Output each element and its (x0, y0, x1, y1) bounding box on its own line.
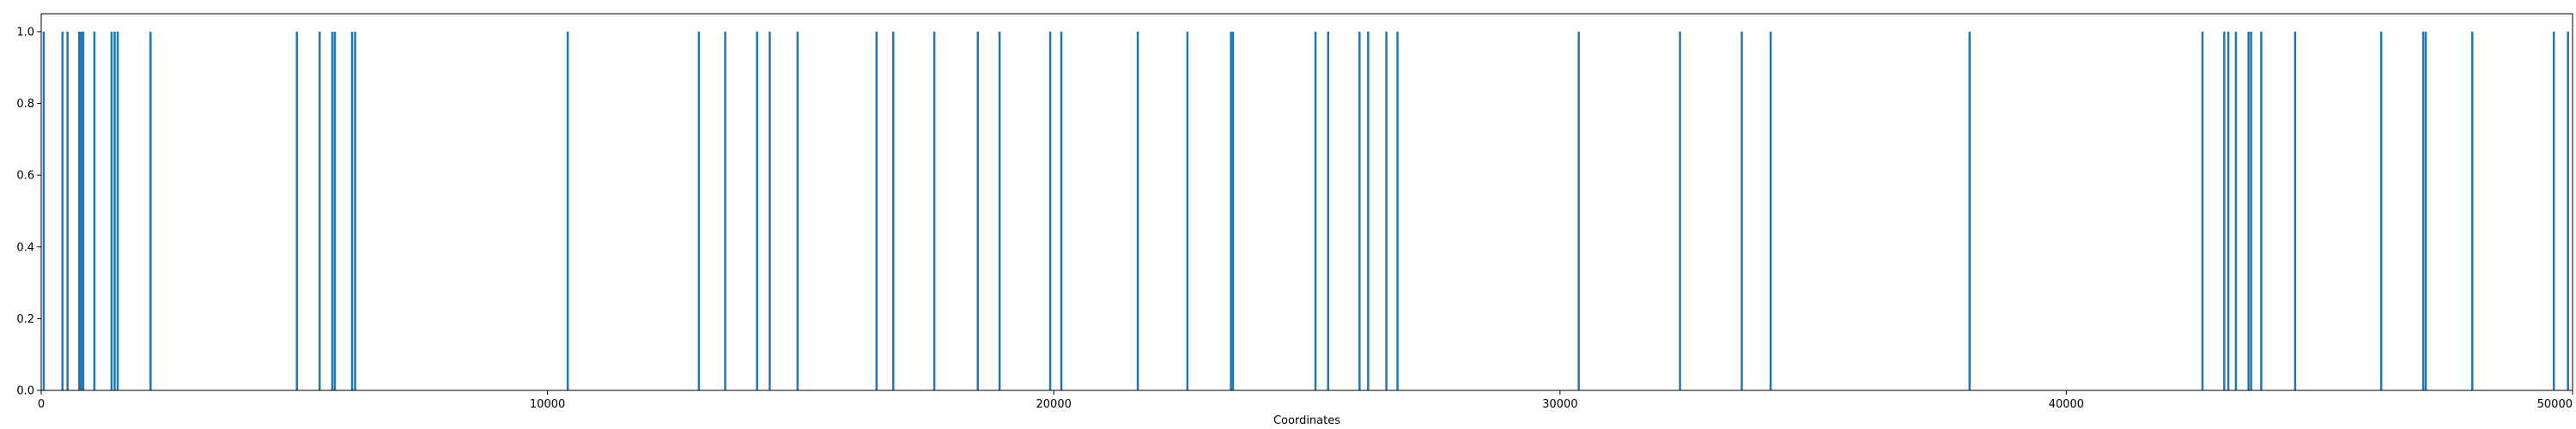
x-tick-label: 30000 (1542, 398, 1577, 411)
y-tick-label: 0.0 (16, 385, 34, 398)
bar (1048, 31, 1052, 391)
bar (875, 31, 878, 391)
bar (1769, 31, 1772, 391)
bar (2379, 31, 2383, 391)
bar (42, 31, 46, 391)
x-axis-label: Coordinates (1273, 414, 1340, 427)
y-tick-label: 0.2 (16, 313, 34, 326)
bar (295, 31, 298, 391)
bar (796, 31, 799, 391)
bar (892, 31, 895, 391)
bar (2234, 31, 2238, 391)
y-tick-label: 0.4 (16, 241, 34, 254)
bars-group (42, 31, 2569, 391)
bar (2247, 31, 2250, 391)
bar (93, 31, 96, 391)
bar (116, 31, 119, 391)
bar (1968, 31, 1971, 391)
bar (2567, 31, 2569, 391)
bar (1577, 31, 1580, 391)
bar (1136, 31, 1139, 391)
bar (976, 31, 980, 391)
bar (149, 31, 152, 391)
bar (1385, 31, 1388, 391)
x-tick-label: 40000 (2049, 398, 2084, 411)
x-tick-label: 10000 (530, 398, 565, 411)
y-tick-label: 0.6 (16, 170, 34, 183)
bar (66, 31, 69, 391)
bar (2424, 31, 2427, 391)
bar (1186, 31, 1189, 391)
bar (1396, 31, 1399, 391)
bar (1741, 31, 1743, 391)
bar (1060, 31, 1063, 391)
bar (2201, 31, 2204, 391)
bar (110, 31, 113, 391)
bar (2293, 31, 2297, 391)
bar (1358, 31, 1361, 391)
bar (2250, 31, 2252, 391)
bar (77, 31, 81, 391)
bar (331, 31, 334, 391)
x-tick-label: 20000 (1036, 398, 1072, 411)
bar (1231, 31, 1235, 391)
bar (1230, 31, 1232, 391)
y-tick-label: 0.8 (16, 98, 34, 111)
bar (82, 31, 85, 391)
bar (2227, 31, 2230, 391)
bar (333, 31, 337, 391)
bar (566, 31, 569, 391)
x-axis: 0 10000 20000 30000 40000 50000 (38, 390, 2573, 411)
bar (933, 31, 936, 391)
y-axis: 0.0 0.2 0.4 0.6 0.8 1.0 (16, 26, 41, 398)
bar (1367, 31, 1370, 391)
bar (2223, 31, 2226, 391)
bar (1314, 31, 1317, 391)
bar (1327, 31, 1330, 391)
bar (724, 31, 726, 391)
bar (319, 31, 321, 391)
bar (354, 31, 356, 391)
y-tick-label: 1.0 (16, 26, 34, 39)
bar (61, 31, 64, 391)
bar (697, 31, 701, 391)
x-tick-label: 50000 (2537, 398, 2573, 411)
bar (2260, 31, 2263, 391)
bar (2471, 31, 2474, 391)
bar (350, 31, 354, 391)
bar (80, 31, 82, 391)
bar (769, 31, 771, 391)
plot-frame (40, 13, 2573, 391)
x-tick-label: 0 (38, 398, 45, 411)
bar (1679, 31, 1681, 391)
bar (756, 31, 758, 391)
bar (2552, 31, 2555, 391)
bar (2421, 31, 2425, 391)
bar (113, 31, 116, 391)
bar (998, 31, 1001, 391)
